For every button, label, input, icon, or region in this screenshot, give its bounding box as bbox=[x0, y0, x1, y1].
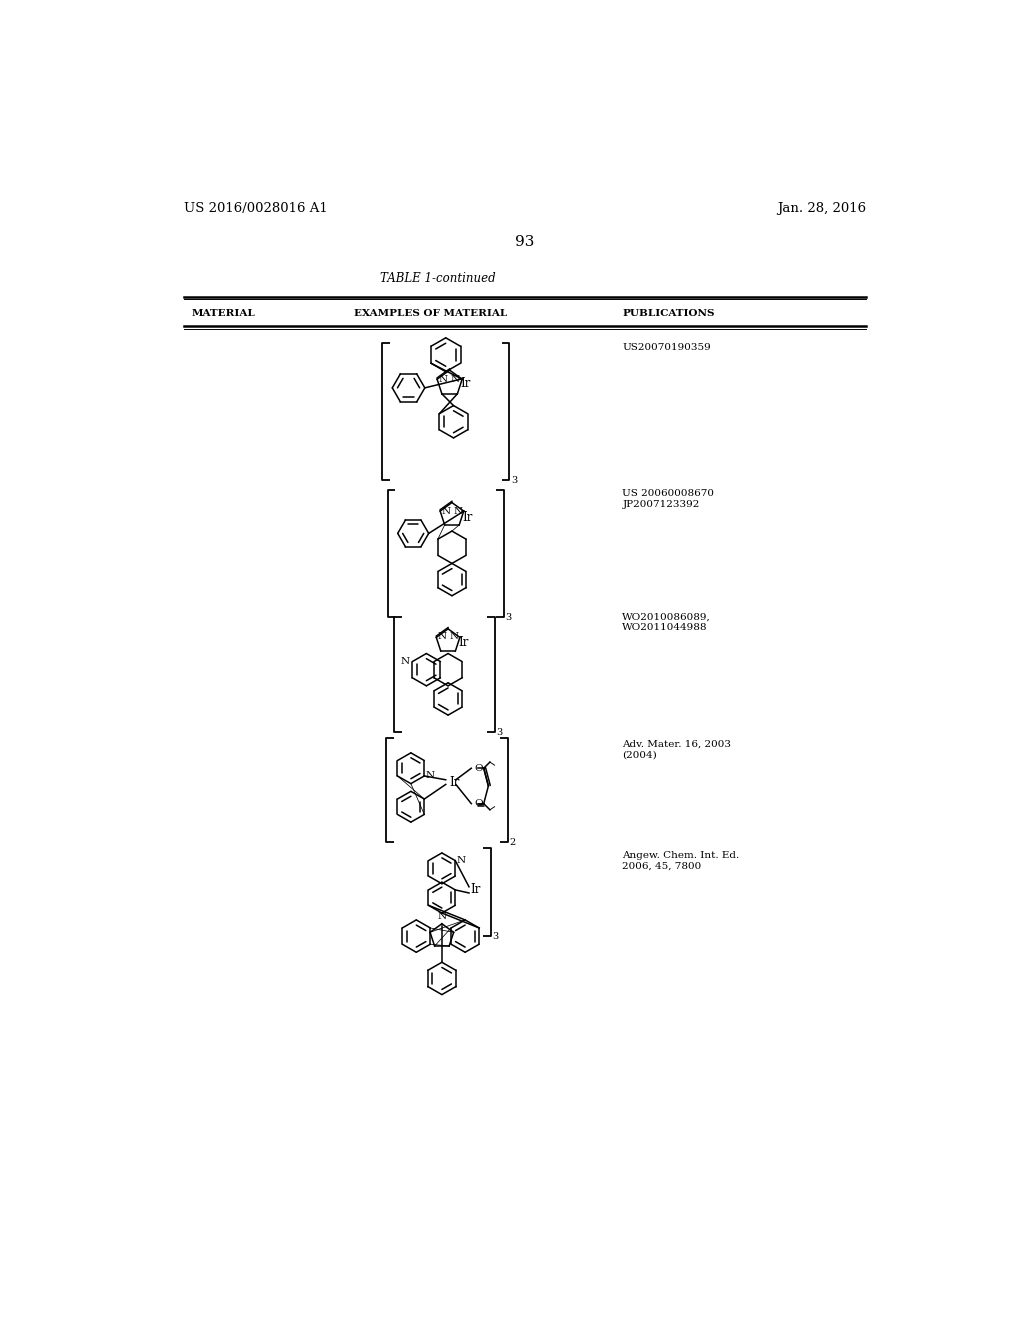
Text: 3: 3 bbox=[496, 729, 503, 737]
Text: N: N bbox=[400, 657, 410, 667]
Text: O: O bbox=[474, 799, 483, 808]
Text: EXAMPLES OF MATERIAL: EXAMPLES OF MATERIAL bbox=[353, 309, 507, 318]
Text: O: O bbox=[474, 764, 483, 772]
Text: Angew. Chem. Int. Ed.
2006, 45, 7800: Angew. Chem. Int. Ed. 2006, 45, 7800 bbox=[623, 851, 739, 871]
Text: MATERIAL: MATERIAL bbox=[191, 309, 255, 318]
Text: N: N bbox=[426, 771, 435, 780]
Text: N: N bbox=[441, 507, 451, 516]
Text: Ir: Ir bbox=[458, 635, 468, 648]
Text: N: N bbox=[437, 912, 446, 921]
Text: Ir: Ir bbox=[450, 776, 460, 788]
Text: Ir: Ir bbox=[471, 883, 481, 896]
Text: WO2010086089,
WO2011044988: WO2010086089, WO2011044988 bbox=[623, 612, 712, 632]
Text: N: N bbox=[450, 632, 459, 642]
Text: US 2016/0028016 A1: US 2016/0028016 A1 bbox=[183, 202, 328, 215]
Text: N: N bbox=[438, 632, 446, 642]
Text: N: N bbox=[438, 375, 447, 384]
Text: Jan. 28, 2016: Jan. 28, 2016 bbox=[776, 202, 866, 215]
Text: N: N bbox=[451, 375, 460, 384]
Text: US 20060008670
JP2007123392: US 20060008670 JP2007123392 bbox=[623, 490, 715, 510]
Text: Ir: Ir bbox=[462, 511, 472, 524]
Text: PUBLICATIONS: PUBLICATIONS bbox=[623, 309, 715, 318]
Text: 2: 2 bbox=[509, 838, 515, 847]
Text: 3: 3 bbox=[506, 612, 512, 622]
Text: Ir: Ir bbox=[461, 376, 471, 389]
Text: 3: 3 bbox=[511, 477, 517, 486]
Text: US20070190359: US20070190359 bbox=[623, 343, 712, 352]
Text: N: N bbox=[453, 507, 462, 516]
Text: N: N bbox=[457, 857, 466, 865]
Text: 3: 3 bbox=[493, 932, 499, 941]
Text: TABLE 1-continued: TABLE 1-continued bbox=[380, 272, 496, 285]
Text: Adv. Mater. 16, 2003
(2004): Adv. Mater. 16, 2003 (2004) bbox=[623, 739, 731, 759]
Text: 93: 93 bbox=[515, 235, 535, 249]
